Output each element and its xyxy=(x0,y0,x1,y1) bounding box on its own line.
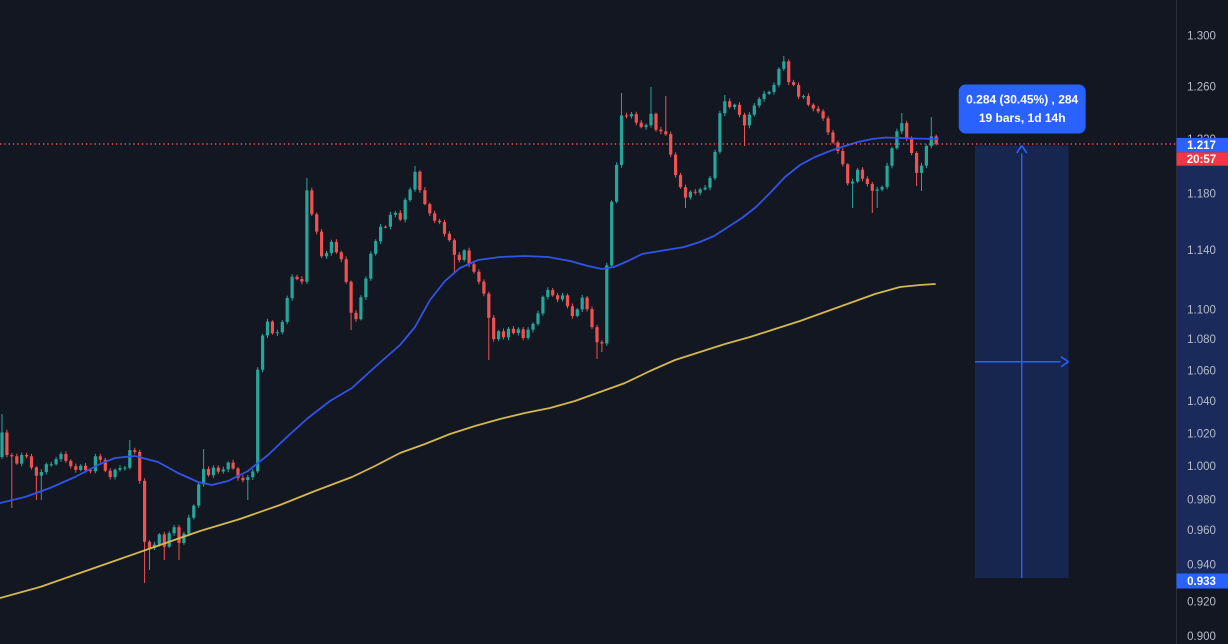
svg-text:1.060: 1.060 xyxy=(1187,366,1216,378)
svg-text:20:57: 20:57 xyxy=(1187,154,1216,166)
svg-text:0.284 (30.45%) , 284: 0.284 (30.45%) , 284 xyxy=(966,93,1078,107)
svg-text:1.217: 1.217 xyxy=(1187,140,1216,152)
svg-text:0.900: 0.900 xyxy=(1187,631,1216,643)
svg-text:1.100: 1.100 xyxy=(1187,305,1216,317)
svg-text:0.980: 0.980 xyxy=(1187,495,1216,507)
svg-text:19 bars, 1d 14h: 19 bars, 1d 14h xyxy=(979,111,1066,125)
svg-text:0.920: 0.920 xyxy=(1187,597,1216,609)
svg-text:1.020: 1.020 xyxy=(1187,429,1216,441)
svg-text:1.180: 1.180 xyxy=(1187,189,1216,201)
svg-text:1.300: 1.300 xyxy=(1187,31,1216,43)
svg-text:1.000: 1.000 xyxy=(1187,461,1216,473)
svg-text:1.040: 1.040 xyxy=(1187,396,1216,408)
svg-text:1.260: 1.260 xyxy=(1187,82,1216,94)
svg-text:1.140: 1.140 xyxy=(1187,245,1216,257)
svg-text:0.940: 0.940 xyxy=(1187,560,1216,572)
svg-text:0.933: 0.933 xyxy=(1187,576,1216,588)
svg-text:1.080: 1.080 xyxy=(1187,334,1216,346)
svg-text:0.960: 0.960 xyxy=(1187,525,1216,537)
